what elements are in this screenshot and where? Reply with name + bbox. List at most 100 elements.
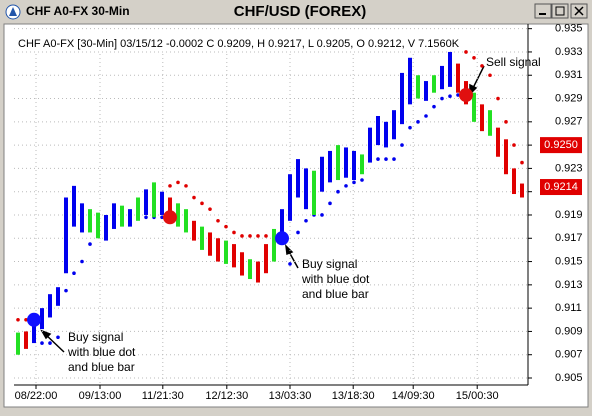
stop-dot bbox=[520, 160, 524, 165]
y-tick-label: 0.915 bbox=[555, 255, 583, 267]
stop-dot bbox=[256, 234, 260, 238]
stop-dot bbox=[336, 189, 340, 194]
stop-dot bbox=[56, 335, 60, 340]
y-tick-label: 0.933 bbox=[555, 46, 583, 58]
stop-dot bbox=[304, 219, 308, 223]
x-tick-label: 14/09:30 bbox=[392, 390, 435, 402]
stop-dot bbox=[352, 180, 356, 185]
y-tick-label: 0.935 bbox=[555, 23, 583, 35]
annotation: Buy signal bbox=[302, 257, 357, 271]
stop-dot bbox=[24, 317, 28, 322]
x-tick-label: 09/13:00 bbox=[79, 390, 122, 402]
y-tick-label: 0.923 bbox=[555, 162, 583, 174]
app-icon bbox=[5, 4, 21, 20]
x-tick-label: 13/18:30 bbox=[332, 390, 375, 402]
window-title: CHF A0-FX 30-Min bbox=[26, 4, 130, 18]
stop-dot bbox=[72, 271, 76, 276]
stop-dot bbox=[144, 215, 148, 220]
stop-dot bbox=[176, 180, 180, 185]
y-tick-label: 0.909 bbox=[555, 325, 583, 337]
annotation-arrows bbox=[40, 65, 485, 353]
x-tick-label: 11/21:30 bbox=[142, 390, 184, 402]
stop-dot bbox=[424, 114, 428, 118]
stop-dot bbox=[160, 215, 164, 220]
signal-dot bbox=[459, 88, 473, 103]
x-tick-label: 15/00:30 bbox=[456, 390, 499, 402]
stop-dot bbox=[200, 201, 204, 206]
annotation: with blue dot bbox=[67, 345, 136, 359]
y-tick-label: 0.931 bbox=[555, 69, 583, 81]
stop-dot bbox=[264, 234, 268, 238]
stop-dot bbox=[64, 288, 68, 293]
stop-dot bbox=[248, 234, 252, 238]
chart-subtitle: CHF A0-FX [30-Min] 03/15/12 -0.0002 C 0.… bbox=[18, 38, 460, 50]
stop-dot bbox=[480, 64, 484, 68]
stop-dot bbox=[16, 317, 20, 322]
annotation: Buy signal bbox=[68, 330, 123, 344]
annotation: Sell signal bbox=[486, 55, 541, 69]
stop-dot bbox=[472, 55, 476, 60]
y-tick-label: 0.919 bbox=[555, 209, 583, 221]
annotation: and blue bar bbox=[68, 360, 135, 374]
stop-dot bbox=[448, 94, 452, 98]
stop-dot bbox=[328, 201, 332, 206]
stop-dot bbox=[344, 184, 348, 188]
stop-dot bbox=[360, 178, 364, 182]
stop-dot bbox=[384, 157, 388, 161]
x-tick-label: 13/03:30 bbox=[269, 390, 312, 402]
price-marker-label: 0.9250 bbox=[544, 139, 578, 151]
stop-dot bbox=[240, 234, 244, 238]
close-button[interactable] bbox=[570, 3, 588, 19]
stop-dot bbox=[432, 104, 436, 109]
signal-dot bbox=[163, 210, 177, 225]
maximize-button[interactable] bbox=[551, 3, 569, 19]
stop-dot bbox=[288, 262, 292, 266]
stop-dot bbox=[192, 195, 196, 200]
stop-dot bbox=[296, 230, 300, 235]
stop-dot bbox=[224, 224, 228, 229]
stop-dot bbox=[80, 259, 84, 264]
signal-dot bbox=[275, 231, 289, 246]
stop-dot bbox=[88, 242, 92, 246]
stop-dot bbox=[48, 341, 52, 345]
chart-title: CHF/USD (FOREX) bbox=[234, 3, 367, 20]
title-bar bbox=[1, 1, 591, 23]
y-tick-label: 0.911 bbox=[555, 302, 582, 314]
stop-dot bbox=[392, 157, 396, 161]
stop-dot bbox=[208, 207, 212, 211]
x-tick-label: 08/22:00 bbox=[15, 390, 58, 402]
plot: 0.905 0.907 0.909 0.911 0.913 0.915 0.917 0.919… bbox=[14, 23, 583, 402]
stop-dot bbox=[408, 125, 412, 130]
stop-dot bbox=[496, 96, 500, 101]
stop-dot bbox=[512, 143, 516, 147]
y-tick-label: 0.905 bbox=[555, 372, 583, 384]
y-tick-label: 0.917 bbox=[555, 232, 583, 244]
stop-dot bbox=[456, 93, 460, 97]
price-marker-label: 0.9214 bbox=[544, 181, 578, 193]
price-marker bbox=[540, 179, 582, 196]
price-marker bbox=[540, 137, 582, 154]
y-tick-label: 0.929 bbox=[555, 92, 583, 104]
stop-dot bbox=[464, 50, 468, 54]
stop-dot bbox=[400, 143, 404, 147]
signal-dot bbox=[27, 312, 41, 327]
stop-dot bbox=[416, 120, 420, 124]
x-tick-label: 12/12:30 bbox=[205, 390, 248, 402]
stop-dot bbox=[40, 341, 44, 345]
stop-dot bbox=[168, 184, 172, 188]
stop-dot bbox=[216, 219, 220, 223]
minimize-button[interactable] bbox=[534, 3, 552, 19]
chart-area bbox=[3, 23, 589, 408]
stop-dot bbox=[440, 96, 444, 101]
stop-dot bbox=[376, 157, 380, 161]
stop-dot bbox=[184, 184, 188, 188]
annotation: with blue dot bbox=[301, 272, 370, 286]
stop-dot bbox=[488, 73, 492, 78]
y-tick-label: 0.913 bbox=[555, 279, 583, 291]
stop-dot bbox=[232, 230, 236, 235]
y-tick-label: 0.927 bbox=[555, 116, 583, 128]
stop-dot bbox=[320, 213, 324, 217]
stop-dot bbox=[504, 120, 508, 124]
y-tick-label: 0.907 bbox=[555, 349, 583, 361]
